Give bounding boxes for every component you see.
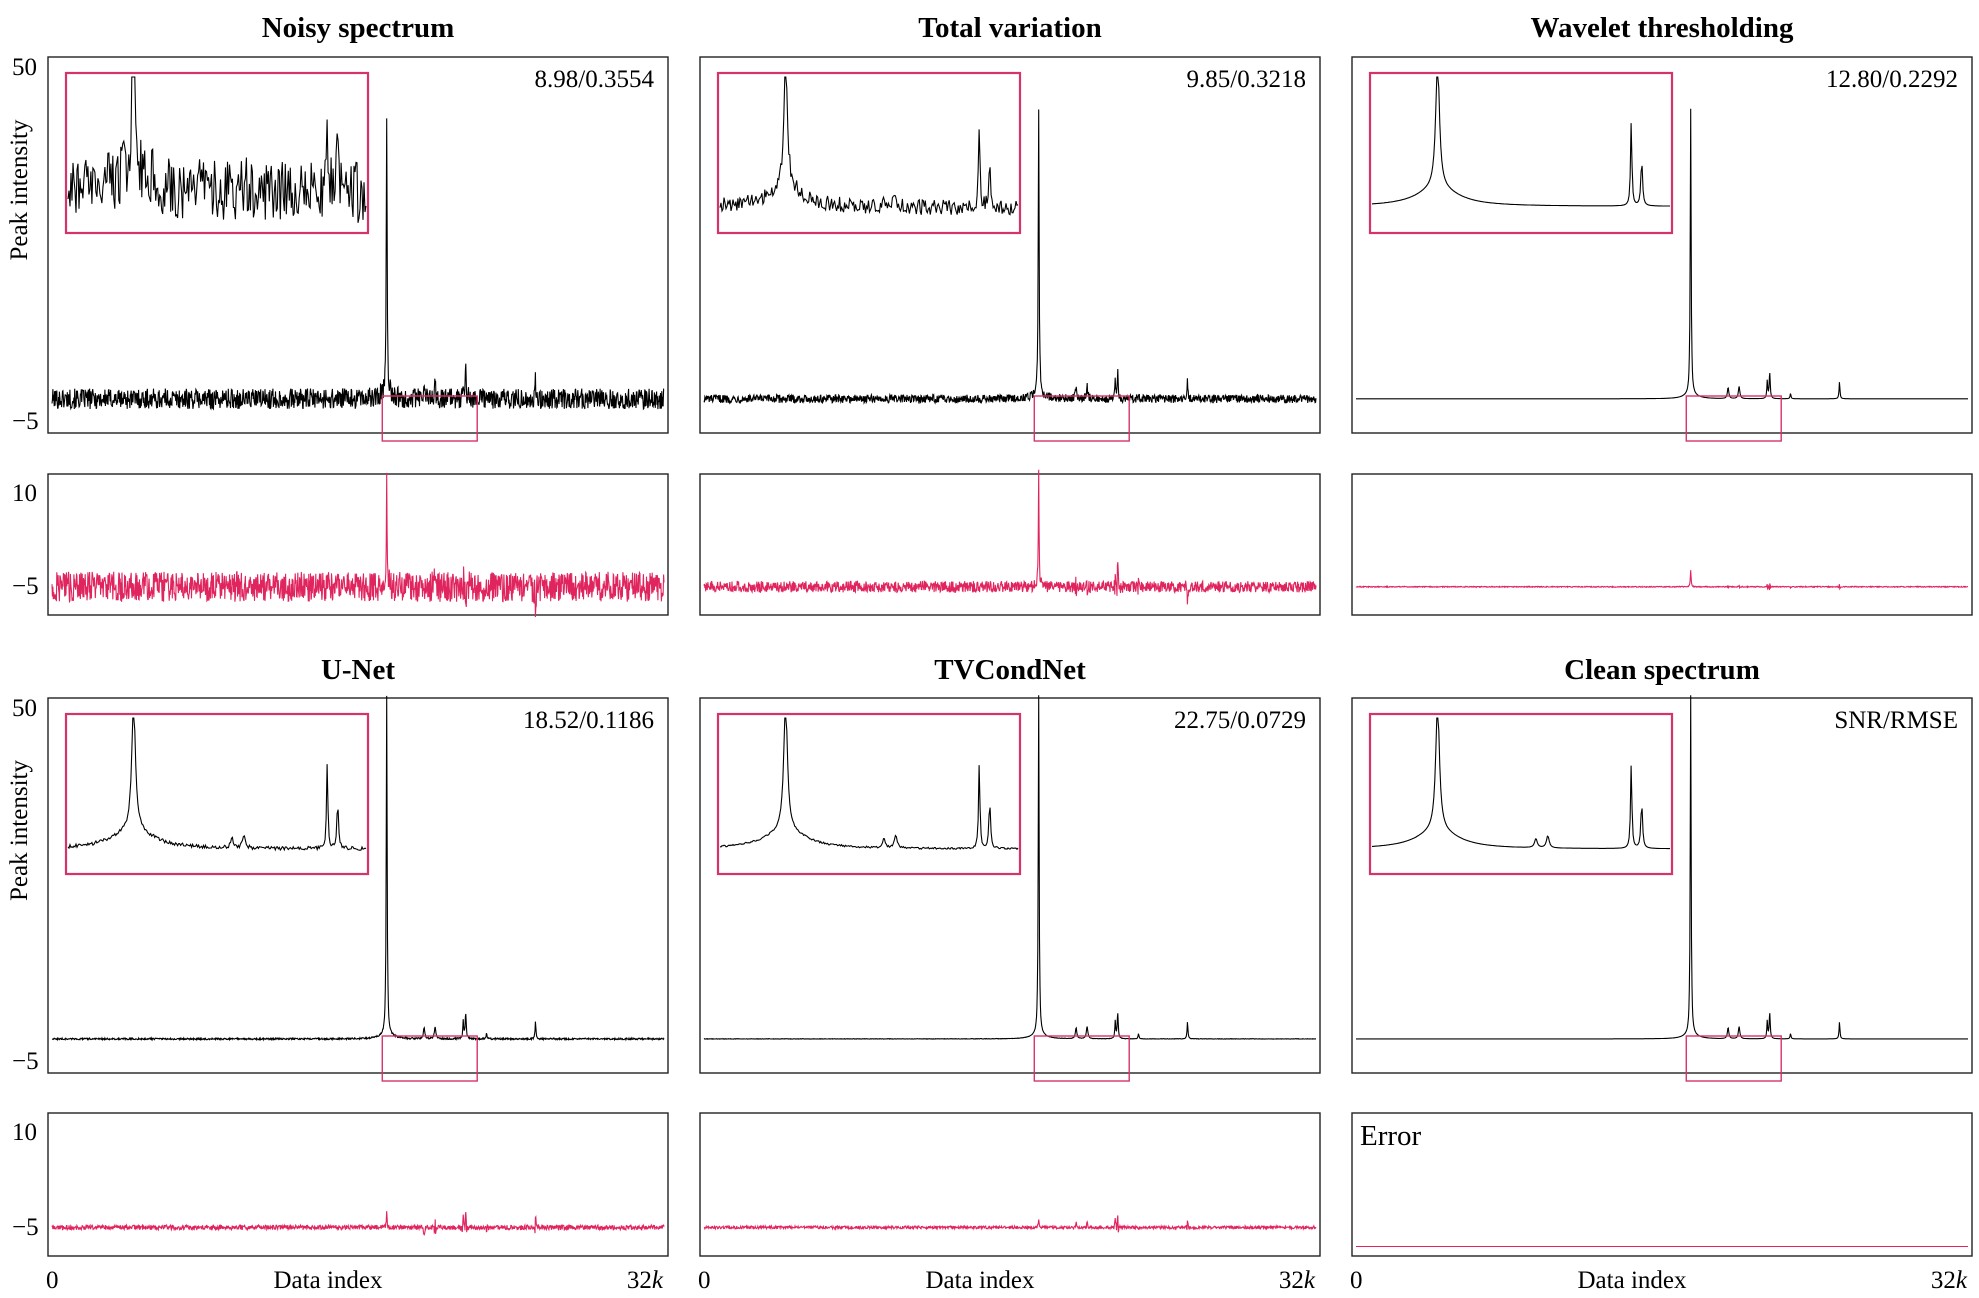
panel-clean: Clean spectrum SNR/RMSE Error 0 Data index 32… <box>1350 654 1973 1294</box>
zoom-inset <box>1368 712 1674 876</box>
panel-title: TVCondNet <box>934 654 1086 686</box>
panel-tv: Total variation 9.85/0.3218 <box>699 12 1321 616</box>
spectrum-line-tv <box>703 109 1317 405</box>
error-line-tv <box>703 469 1317 605</box>
x-tick-label: 32k <box>627 1267 664 1294</box>
error-line-tvcondnet <box>703 1215 1317 1233</box>
spectrum-line-tvcondnet <box>703 695 1316 1040</box>
metric-label: 12.80/0.2292 <box>1826 66 1958 93</box>
panel-noisy: Noisy spectrum 8.98/0.3554 50 −5 10 −5 Peak in… <box>6 12 669 618</box>
spectrum-frame <box>699 56 1321 434</box>
spectrum-line-clean <box>1356 695 1968 1040</box>
inset-line <box>719 76 1019 216</box>
error-frame <box>1351 473 1973 616</box>
metric-label: 18.52/0.1186 <box>523 707 654 734</box>
x-tick-label: 32k <box>1931 1267 1968 1294</box>
panel-title: U-Net <box>321 654 395 686</box>
y-tick-label: 10 <box>12 480 37 507</box>
x-axis-label: Data index <box>274 1267 383 1294</box>
spectrum-line-noisy <box>51 118 665 411</box>
metric-label: 22.75/0.0729 <box>1174 707 1306 734</box>
x-tick-label: 0 <box>1350 1267 1363 1294</box>
zoom-inset <box>64 712 370 876</box>
spectrum-frame <box>47 56 669 434</box>
zoom-region <box>381 1035 478 1082</box>
x-axis-label: Data index <box>1578 1267 1687 1294</box>
error-frame <box>47 1112 669 1257</box>
panel-tvcondnet: TVCondNet 22.75/0.0729 0 Data index 32k <box>698 654 1321 1294</box>
spectrum-frame <box>1351 697 1973 1074</box>
spectrum-frame <box>47 697 669 1074</box>
y-axis-label: Peak intensity <box>6 760 33 901</box>
zoom-inset <box>1368 71 1674 235</box>
error-line-wavelet <box>1355 570 1968 591</box>
metric-label: 9.85/0.3218 <box>1187 66 1306 93</box>
error-line-noisy <box>51 472 665 618</box>
zoom-inset <box>716 712 1022 876</box>
error-frame <box>1351 1112 1973 1257</box>
y-tick-label: −5 <box>12 573 39 600</box>
y-tick-label: 50 <box>12 54 37 81</box>
spectrum-frame <box>699 697 1321 1074</box>
y-tick-label: −5 <box>12 1048 39 1075</box>
zoom-region <box>1033 395 1130 442</box>
metric-label: SNR/RMSE <box>1834 707 1958 734</box>
panel-wavelet: Wavelet thresholding 12.80/0.2292 <box>1351 12 1973 616</box>
zoom-region <box>381 395 478 442</box>
inset-line <box>67 76 367 223</box>
y-tick-label: 10 <box>12 1119 37 1146</box>
error-line-unet <box>51 1211 665 1236</box>
zoom-region <box>1685 395 1782 442</box>
zoom-region <box>1685 1035 1782 1082</box>
x-tick-label: 0 <box>698 1267 711 1294</box>
x-axis-label: Data index <box>926 1267 1035 1294</box>
y-tick-label: −5 <box>12 1214 39 1241</box>
inset-line <box>67 717 367 852</box>
panel-title: Noisy spectrum <box>262 12 455 44</box>
spectrum-frame <box>1351 56 1973 434</box>
error-frame <box>699 473 1321 616</box>
x-tick-label: 32k <box>1279 1267 1316 1294</box>
inset-line <box>1371 76 1670 207</box>
inset-line <box>1372 717 1670 850</box>
x-tick-label: 0 <box>46 1267 59 1294</box>
error-label: Error <box>1360 1120 1422 1152</box>
panel-title: Wavelet thresholding <box>1531 12 1794 44</box>
inset-line <box>719 717 1019 851</box>
metric-label: 8.98/0.3554 <box>535 66 655 93</box>
zoom-region <box>1033 1035 1130 1082</box>
spectrum-line-unet <box>51 695 665 1042</box>
y-tick-label: 50 <box>12 695 37 722</box>
y-tick-label: −5 <box>12 408 39 435</box>
panel-title: Total variation <box>918 12 1101 44</box>
y-axis-label: Peak intensity <box>6 119 33 260</box>
error-frame <box>699 1112 1321 1257</box>
panel-title: Clean spectrum <box>1564 654 1760 686</box>
panel-unet: U-Net 18.52/0.1186 50 −5 10 −5 Peak intensity 0… <box>6 654 669 1294</box>
error-frame <box>47 473 669 616</box>
spectrum-line-wavelet <box>1356 108 1968 400</box>
